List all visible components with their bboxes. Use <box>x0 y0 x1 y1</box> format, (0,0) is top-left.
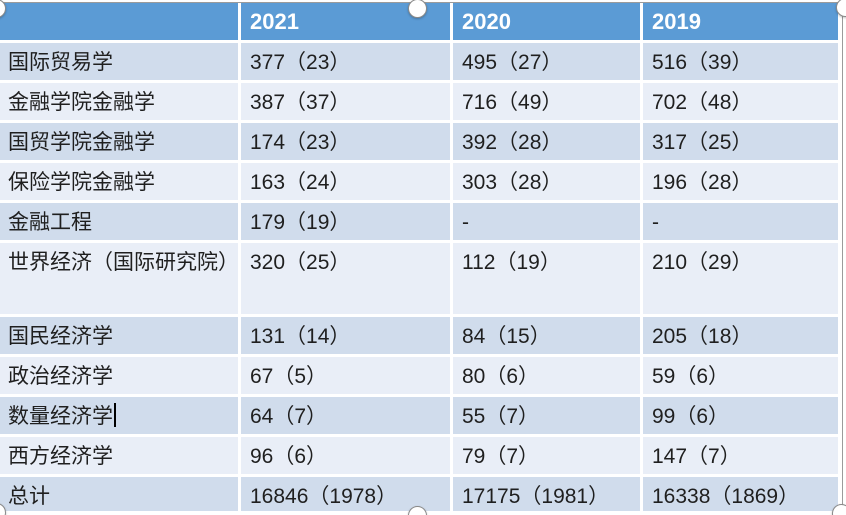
statistics-table[interactable]: 2021 2020 2019 国际贸易学 377（23） 495（27） 516… <box>0 3 838 514</box>
value-cell[interactable]: 16338（1869） <box>643 477 838 514</box>
row-label-cell[interactable]: 西方经济学 <box>0 437 241 477</box>
row-label: 数量经济学 <box>8 405 113 428</box>
table-row: 金融工程 179（19） - - <box>0 203 838 243</box>
row-label-cell[interactable]: 政治经济学 <box>0 357 241 397</box>
value-cell[interactable]: 80（6） <box>453 357 643 397</box>
table-row: 国际贸易学 377（23） 495（27） 516（39） <box>0 43 838 83</box>
header-row: 2021 2020 2019 <box>0 3 838 43</box>
resize-handle-top-center[interactable] <box>408 0 427 18</box>
row-label-cell[interactable]: 国际贸易学 <box>0 43 241 83</box>
value-cell[interactable]: 64（7） <box>241 397 453 437</box>
year-header-2020[interactable]: 2020 <box>453 3 643 43</box>
value-cell[interactable]: 210（29） <box>643 243 838 317</box>
table-row: 西方经济学 96（6） 79（7） 147（7） <box>0 437 838 477</box>
corner-header-cell[interactable] <box>0 3 241 43</box>
value-cell[interactable]: 495（27） <box>453 43 643 83</box>
value-cell[interactable]: 17175（1981） <box>453 477 643 514</box>
row-label-cell[interactable]: 金融学院金融学 <box>0 83 241 123</box>
table-row: 数量经济学 64（7） 55（7） 99（6） <box>0 397 838 437</box>
row-label-cell[interactable]: 世界经济（国际研究院） <box>0 243 241 317</box>
value-cell[interactable]: 196（28） <box>643 163 838 203</box>
row-label-cell[interactable]: 国民经济学 <box>0 317 241 357</box>
value-cell[interactable]: 716（49） <box>453 83 643 123</box>
value-cell[interactable]: - <box>453 203 643 243</box>
value-cell[interactable]: 179（19） <box>241 203 453 243</box>
table-row: 世界经济（国际研究院） 320（25） 112（19） 210（29） <box>0 243 838 317</box>
value-cell[interactable]: 702（48） <box>643 83 838 123</box>
value-cell[interactable]: 320（25） <box>241 243 453 317</box>
row-label-cell[interactable]: 国贸学院金融学 <box>0 123 241 163</box>
year-header-2019[interactable]: 2019 <box>643 3 838 43</box>
value-cell[interactable]: 516（39） <box>643 43 838 83</box>
value-cell[interactable]: 79（7） <box>453 437 643 477</box>
row-label-cell[interactable]: 总计 <box>0 477 241 514</box>
value-cell[interactable]: 147（7） <box>643 437 838 477</box>
value-cell[interactable]: 174（23） <box>241 123 453 163</box>
total-row: 总计 16846（1978） 17175（1981） 16338（1869） <box>0 477 838 514</box>
table-row: 保险学院金融学 163（24） 303（28） 196（28） <box>0 163 838 203</box>
resize-handle-bottom-right[interactable] <box>832 504 846 515</box>
value-cell[interactable]: 131（14） <box>241 317 453 357</box>
value-cell[interactable]: 99（6） <box>643 397 838 437</box>
value-cell[interactable]: 55（7） <box>453 397 643 437</box>
value-cell[interactable]: - <box>643 203 838 243</box>
value-cell[interactable]: 96（6） <box>241 437 453 477</box>
value-cell[interactable]: 377（23） <box>241 43 453 83</box>
table-row: 国贸学院金融学 174（23） 392（28） 317（25） <box>0 123 838 163</box>
value-cell[interactable]: 205（18） <box>643 317 838 357</box>
table-row: 国民经济学 131（14） 84（15） 205（18） <box>0 317 838 357</box>
value-cell[interactable]: 317（25） <box>643 123 838 163</box>
value-cell[interactable]: 163（24） <box>241 163 453 203</box>
value-cell[interactable]: 387（37） <box>241 83 453 123</box>
value-cell[interactable]: 67（5） <box>241 357 453 397</box>
row-label-cell[interactable]: 保险学院金融学 <box>0 163 241 203</box>
text-cursor <box>114 403 116 427</box>
value-cell[interactable]: 59（6） <box>643 357 838 397</box>
value-cell[interactable]: 112（19） <box>453 243 643 317</box>
row-label-cell[interactable]: 数量经济学 <box>0 397 241 437</box>
table-row: 金融学院金融学 387（37） 716（49） 702（48） <box>0 83 838 123</box>
value-cell[interactable]: 303（28） <box>453 163 643 203</box>
table-row: 政治经济学 67（5） 80（6） 59（6） <box>0 357 838 397</box>
value-cell[interactable]: 392（28） <box>453 123 643 163</box>
row-label-cell[interactable]: 金融工程 <box>0 203 241 243</box>
value-cell[interactable]: 84（15） <box>453 317 643 357</box>
